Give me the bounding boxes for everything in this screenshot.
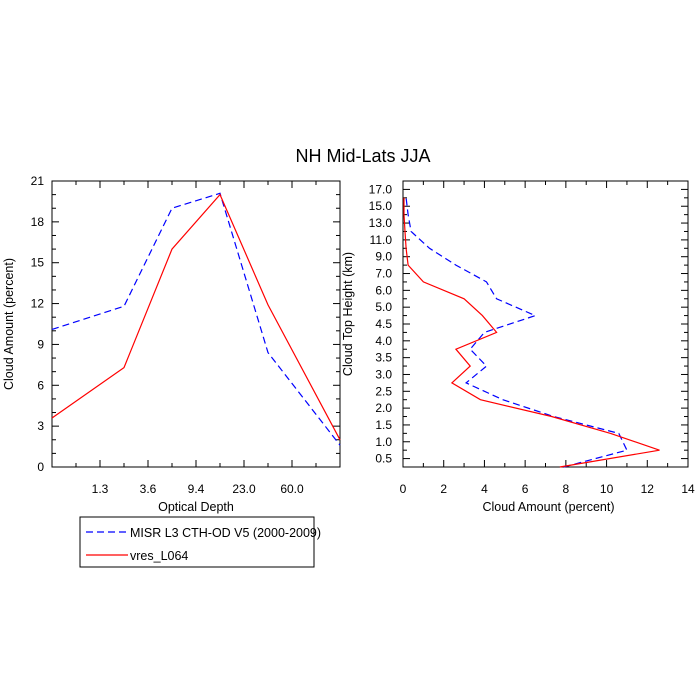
left-series-misr [51,192,341,446]
right-xtick-label: 0 [400,482,407,496]
legend-label-misr: MISR L3 CTH-OD V5 (2000-2009) [130,526,321,540]
left-xtick-label: 23.0 [232,482,256,496]
right-series-vres [403,197,660,468]
right-ytick-label: 5.0 [375,300,392,314]
left-x-axis-title: Optical Depth [158,500,234,514]
right-xtick-label: 4 [481,482,488,496]
right-ytick-label: 13.0 [369,216,393,230]
right-ytick-label: 11.0 [370,233,393,247]
right-ytick-label: 2.0 [375,401,392,415]
right-xtick-label: 14 [681,482,695,496]
left-ytick-label: 9 [37,337,44,351]
right-ytick-label: 0.5 [375,452,392,466]
cloud-top-height-panel: 0 2 4 6 8 10 12 14 0.5 1.0 1.5 2.0 2.5 3.0 3.5 4.0 4.5 5.… [341,180,695,514]
right-xtick-label: 2 [440,482,447,496]
left-series-vres [51,193,341,441]
right-ytick-label: 3.5 [375,351,392,365]
left-ytick-label: 21 [31,174,45,188]
left-ytick-label: 15 [31,256,45,270]
left-plot-frame [51,180,341,468]
right-ytick-label: 7.0 [375,267,392,281]
right-xtick-label: 8 [563,482,570,496]
left-y-axis-title: Cloud Amount (percent) [2,258,16,390]
left-ytick-label: 3 [37,419,44,433]
right-series-misr [405,197,628,468]
right-axis-ticks: 0 2 4 6 8 10 12 14 0.5 1.0 1.5 2.0 2.5 3.0 3.5 4.0 4.5 5.… [369,180,695,496]
right-xtick-label: 10 [600,482,614,496]
left-ytick-label: 0 [37,460,44,474]
right-plot-frame [402,180,689,468]
legend-label-vres: vres_L064 [130,549,188,563]
left-ytick-label: 18 [31,215,45,229]
left-ytick-label: 6 [37,378,44,392]
right-ytick-label: 2.5 [375,384,392,398]
right-xtick-label: 6 [522,482,529,496]
left-xtick-label: 1.3 [92,482,109,496]
right-ytick-label: 1.0 [375,435,392,449]
right-ytick-label: 17.0 [369,182,393,196]
right-ytick-label: 4.0 [375,334,392,348]
right-ytick-label: 6.0 [375,283,392,297]
left-series-group [51,192,341,446]
left-axis-ticks: 0 3 6 9 12 15 18 21 1.3 3.6 9.4 23.0 60.0 [31,174,340,496]
right-ytick-label: 4.5 [375,317,392,331]
left-xtick-label: 9.4 [188,482,205,496]
legend-box [79,516,315,568]
left-xtick-label: 3.6 [140,482,157,496]
right-ytick-label: 9.0 [375,250,392,264]
left-xtick-label: 60.0 [280,482,304,496]
legend: MISR L3 CTH-OD V5 (2000-2009) vres_L064 [79,516,321,568]
left-ytick-label: 12 [31,297,45,311]
right-y-axis-title: Cloud Top Height (km) [341,252,355,376]
right-ytick-label: 3.0 [375,367,392,381]
right-series-group [403,197,660,468]
right-x-axis-title: Cloud Amount (percent) [482,500,614,514]
right-ytick-label: 15.0 [369,199,393,213]
right-xtick-label: 12 [641,482,655,496]
optical-depth-panel: 0 3 6 9 12 15 18 21 1.3 3.6 9.4 23.0 60.0 Optical De… [2,174,341,514]
chart-title: NH Mid-Lats JJA [295,146,430,166]
right-ytick-label: 1.5 [375,418,392,432]
